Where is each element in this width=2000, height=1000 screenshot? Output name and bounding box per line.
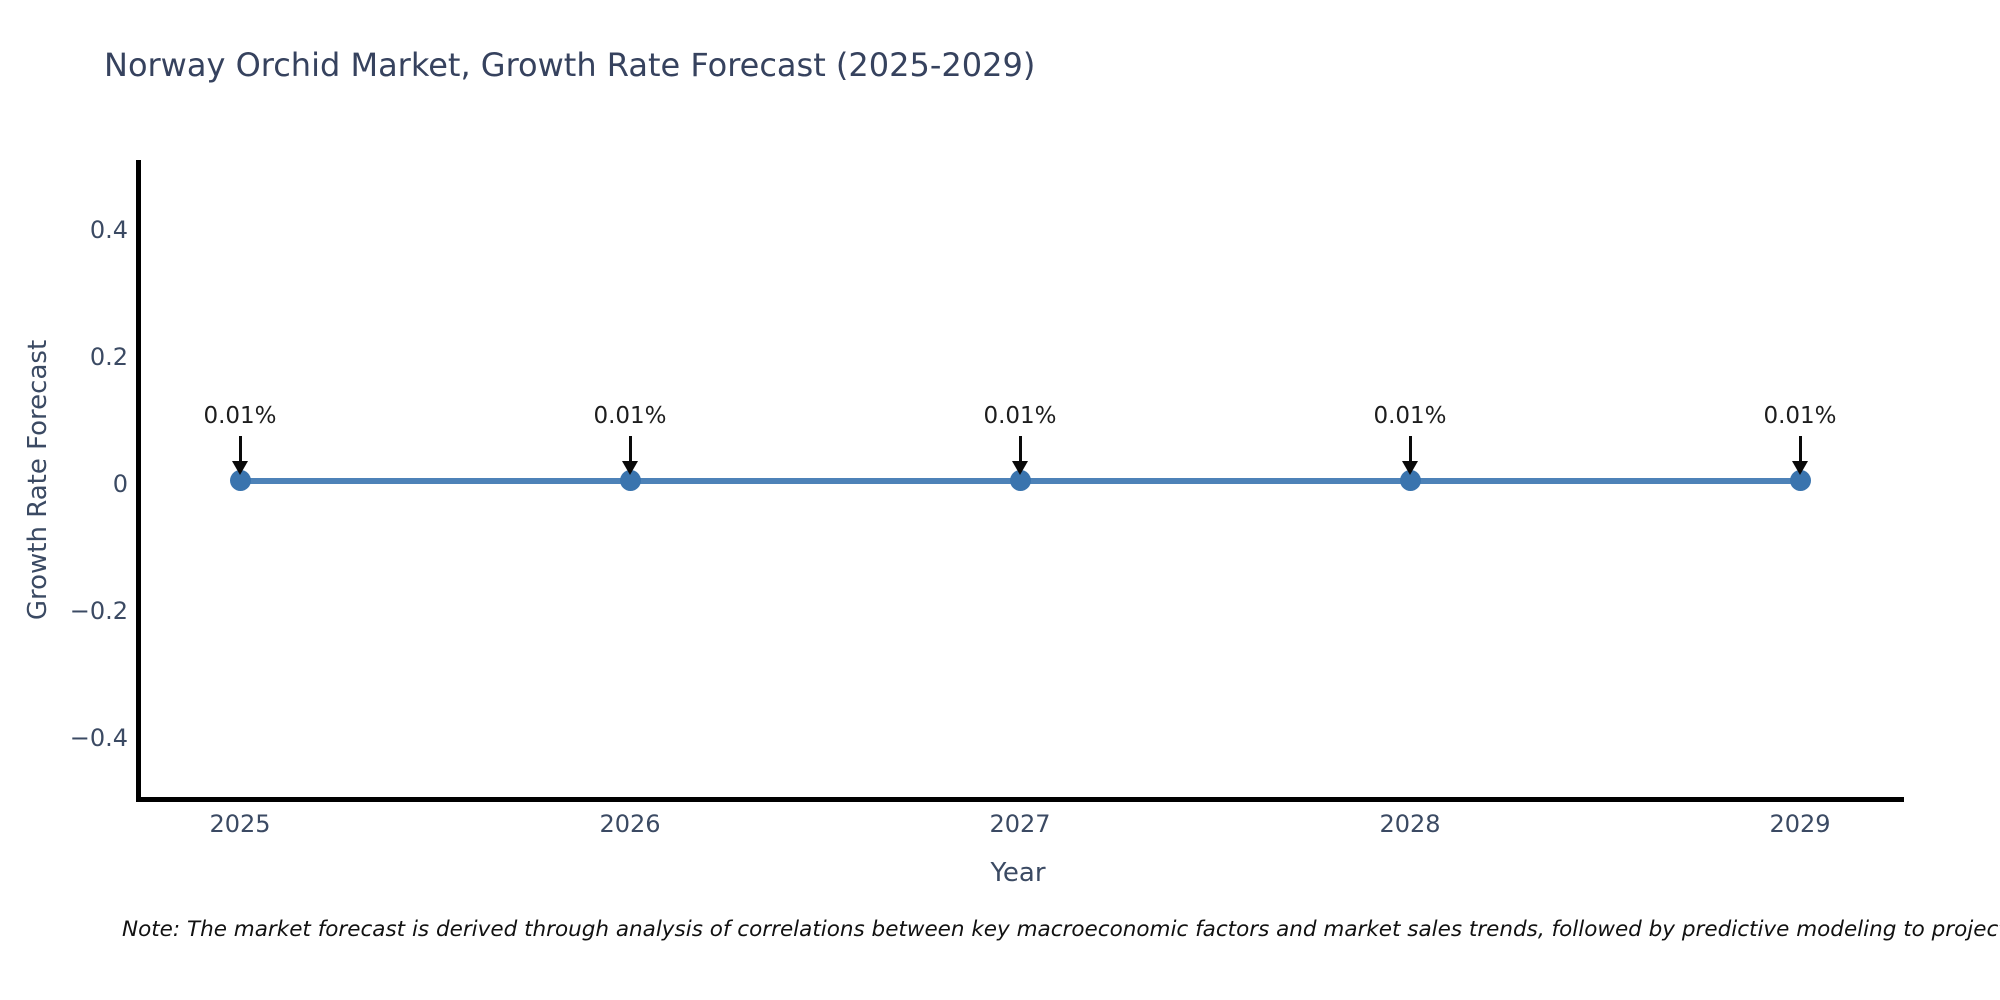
annotation-arrow-shaft	[1799, 436, 1802, 463]
data-point-2025	[230, 470, 251, 491]
y-tick-label: 0.4	[89, 216, 128, 244]
x-tick-label: 2027	[989, 810, 1051, 838]
point-value-label: 0.01%	[1763, 403, 1837, 429]
y-tick-label: −0.2	[69, 597, 128, 625]
y-tick-label: 0.2	[89, 343, 128, 371]
data-point-2028	[1400, 470, 1421, 491]
footnote: Note: The market forecast is derived thr…	[122, 917, 2000, 942]
x-axis-line	[136, 797, 1904, 802]
point-value-label: 0.01%	[593, 403, 667, 429]
x-tick-label: 2025	[209, 810, 271, 838]
data-point-2026	[620, 470, 641, 491]
data-point-2027	[1010, 470, 1031, 491]
point-value-label: 0.01%	[983, 403, 1057, 429]
x-tick-label: 2028	[1379, 810, 1441, 838]
chart-title: Norway Orchid Market, Growth Rate Foreca…	[104, 46, 1036, 84]
annotation-arrow-shaft	[1409, 436, 1412, 463]
annotation-arrow-shaft	[239, 436, 242, 463]
point-value-label: 0.01%	[203, 403, 277, 429]
annotation-arrow-shaft	[1019, 436, 1022, 463]
point-value-label: 0.01%	[1373, 403, 1447, 429]
y-tick-label: 0	[112, 470, 128, 498]
y-axis-title: Growth Rate Forecast	[23, 339, 53, 621]
annotation-arrowhead-icon	[1402, 461, 1418, 475]
data-point-2029	[1790, 470, 1811, 491]
y-tick-label: −0.4	[69, 724, 128, 752]
annotation-arrowhead-icon	[1012, 461, 1028, 475]
y-axis-line	[136, 160, 141, 802]
x-axis-title: Year	[990, 858, 1046, 888]
annotation-arrowhead-icon	[622, 461, 638, 475]
annotation-arrow-shaft	[629, 436, 632, 463]
x-tick-label: 2026	[599, 810, 661, 838]
annotation-arrowhead-icon	[232, 461, 248, 475]
annotation-arrowhead-icon	[1792, 461, 1808, 475]
x-tick-label: 2029	[1769, 810, 1831, 838]
